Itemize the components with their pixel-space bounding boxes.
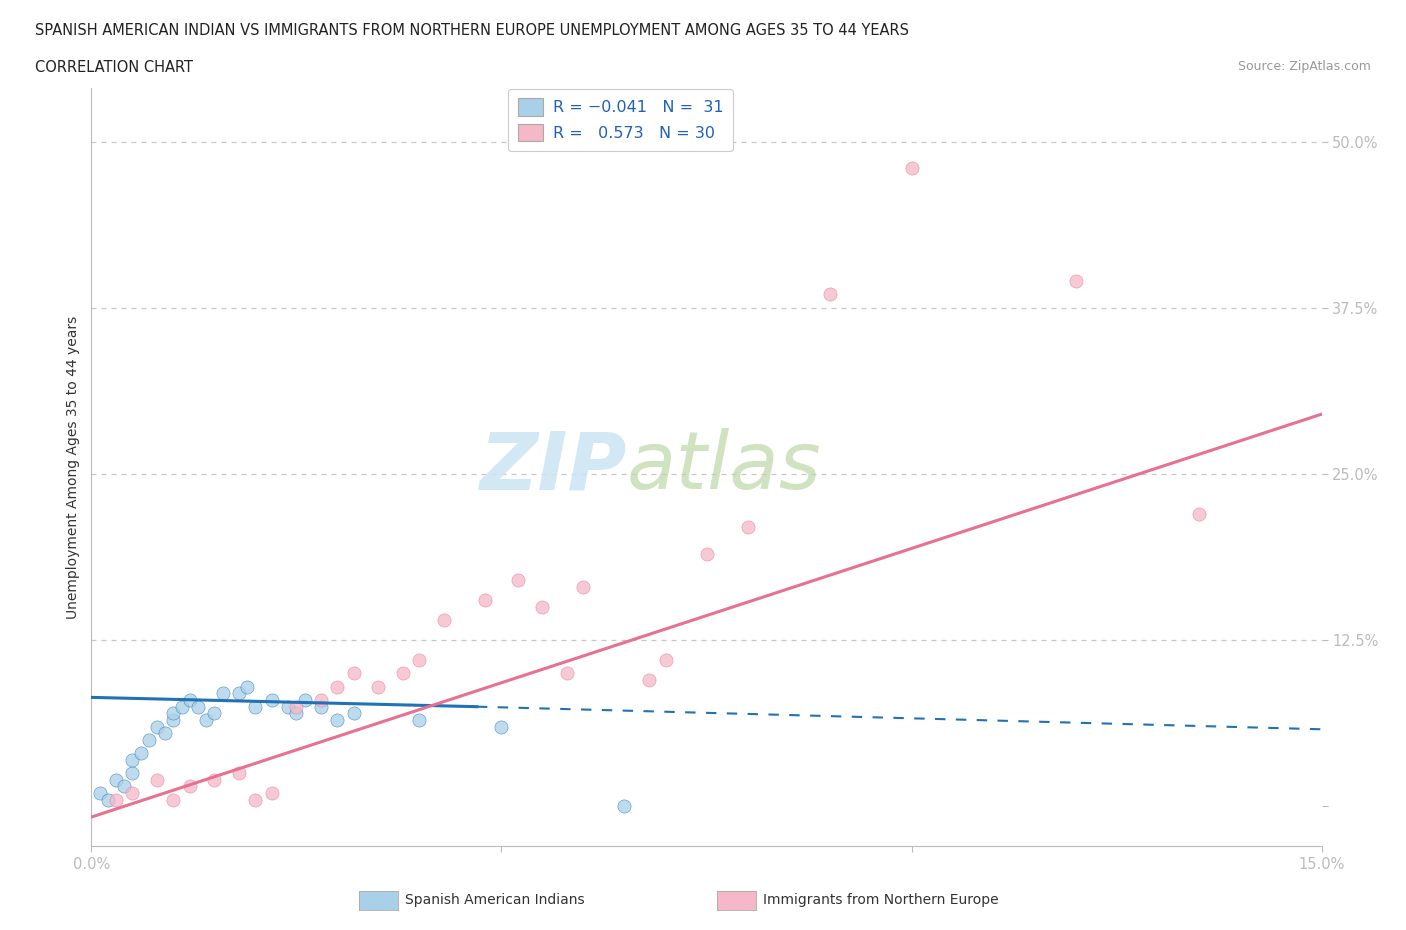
Point (367, 679, 389, 694)
Point (162, 792, 184, 807)
Point (121, 765, 143, 780)
Text: Source: ZipAtlas.com: Source: ZipAtlas.com (1237, 60, 1371, 73)
Point (326, 712, 349, 727)
Point (572, 579, 595, 594)
Point (392, 666, 415, 681)
Point (408, 712, 430, 727)
Point (228, 686, 250, 701)
Point (285, 706, 308, 721)
Point (146, 719, 169, 734)
Text: atlas: atlas (627, 429, 821, 506)
Text: Immigrants from Northern Europe: Immigrants from Northern Europe (763, 893, 1000, 908)
Text: SPANISH AMERICAN INDIAN VS IMMIGRANTS FROM NORTHERN EUROPE UNEMPLOYMENT AMONG AG: SPANISH AMERICAN INDIAN VS IMMIGRANTS FR… (35, 23, 910, 38)
Point (285, 699, 308, 714)
Y-axis label: Unemployment Among Ages 35 to 44 years: Unemployment Among Ages 35 to 44 years (66, 315, 80, 619)
Point (146, 773, 169, 788)
Point (245, 699, 267, 714)
Point (309, 693, 332, 708)
Point (170, 699, 193, 714)
Point (138, 733, 160, 748)
Point (613, 799, 636, 814)
Point (491, 719, 513, 734)
Point (506, 573, 529, 588)
Point (260, 693, 283, 708)
Point (245, 792, 267, 807)
Point (162, 706, 184, 721)
Point (654, 653, 676, 668)
Point (105, 792, 127, 807)
Point (153, 725, 177, 740)
Point (202, 706, 225, 721)
Text: Spanish American Indians: Spanish American Indians (405, 893, 585, 908)
Point (162, 712, 184, 727)
Point (531, 600, 554, 615)
Point (408, 653, 430, 668)
Legend: R = −0.041   N =  31, R =   0.573   N = 30: R = −0.041 N = 31, R = 0.573 N = 30 (508, 88, 733, 151)
Point (474, 592, 496, 607)
Point (343, 666, 366, 681)
Text: ZIP: ZIP (479, 429, 627, 506)
Point (638, 672, 661, 687)
Point (695, 546, 717, 561)
Point (202, 773, 225, 788)
Point (737, 520, 759, 535)
Point (129, 746, 152, 761)
Point (818, 287, 841, 302)
Point (179, 779, 201, 794)
Point (179, 693, 201, 708)
Point (97, 792, 120, 807)
Point (195, 712, 218, 727)
Point (228, 765, 250, 780)
Point (121, 786, 143, 801)
Point (294, 693, 316, 708)
Point (555, 666, 578, 681)
Point (1187, 507, 1209, 522)
Point (1064, 273, 1087, 288)
Point (211, 686, 233, 701)
Point (433, 613, 456, 628)
Point (326, 679, 349, 694)
Point (89, 786, 111, 801)
Point (277, 699, 299, 714)
Point (309, 699, 332, 714)
Point (121, 752, 143, 767)
Point (900, 161, 922, 176)
Point (236, 679, 259, 694)
Point (343, 706, 366, 721)
Point (105, 773, 127, 788)
Point (187, 699, 209, 714)
Point (260, 786, 283, 801)
Text: CORRELATION CHART: CORRELATION CHART (35, 60, 193, 75)
Point (112, 779, 135, 794)
